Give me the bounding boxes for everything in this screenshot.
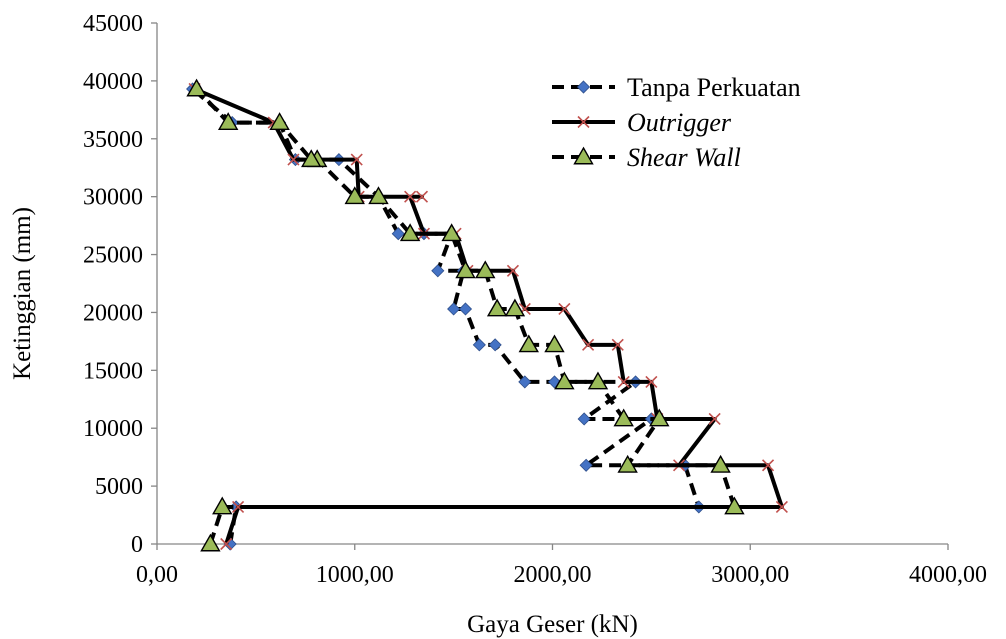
y-tick-label: 15000 <box>83 358 143 384</box>
y-tick-label: 45000 <box>83 11 143 37</box>
data-point <box>212 496 233 515</box>
data-point <box>577 115 590 129</box>
data-point <box>724 496 745 515</box>
data-point <box>486 298 508 317</box>
x-tick-label: 3000,00 <box>711 562 789 588</box>
data-point <box>579 458 593 472</box>
y-tick-label: 30000 <box>83 185 143 211</box>
y-tick-label: 35000 <box>83 127 143 153</box>
data-point <box>447 302 461 316</box>
data-point <box>617 375 630 388</box>
data-point <box>617 454 638 473</box>
data-point <box>458 302 473 316</box>
y-tick-label: 25000 <box>83 243 143 269</box>
data-point <box>472 338 486 352</box>
data-point <box>708 412 721 426</box>
data-point <box>301 149 322 168</box>
data-point <box>441 223 462 242</box>
data-point <box>475 260 496 279</box>
data-point <box>415 190 429 203</box>
legend-item-tanpa-perkuatan: Tanpa Perkuatan <box>552 73 801 102</box>
y-tick-label: 40000 <box>83 69 143 95</box>
data-point <box>504 298 526 317</box>
data-point <box>200 533 221 552</box>
data-point <box>649 408 670 427</box>
data-point <box>488 338 502 352</box>
data-point <box>391 227 405 241</box>
x-tick-label: 4000,00 <box>909 562 987 588</box>
data-point <box>613 408 634 427</box>
legend-label: Outrigger <box>627 108 732 137</box>
series-shear-wall <box>186 78 745 552</box>
data-point <box>232 500 245 514</box>
data-point <box>573 146 594 165</box>
x-tick-label: 0,00 <box>136 562 178 588</box>
data-point <box>587 371 609 390</box>
data-point <box>368 186 389 205</box>
series-line <box>193 87 784 545</box>
x-tick-label: 2000,00 <box>514 562 592 588</box>
legend-label: Tanpa Perkuatan <box>627 73 801 102</box>
y-tick-label: 5000 <box>95 474 143 500</box>
data-point <box>431 264 445 278</box>
data-point <box>582 338 595 351</box>
data-point <box>506 264 520 277</box>
data-point <box>518 334 539 353</box>
axes: 0 5000 10000 15000 20000 25000 30000 35000 40000… <box>83 11 987 588</box>
x-tick-label: 1000,00 <box>316 562 394 588</box>
data-point <box>558 302 571 316</box>
data-point <box>217 112 239 131</box>
legend: Tanpa Perkuatan Outrigger Shear Wall <box>552 73 801 172</box>
data-point <box>554 371 575 390</box>
data-point <box>710 454 731 473</box>
x-axis-title: Gaya Geser (kN) <box>467 611 638 638</box>
data-point <box>544 334 565 353</box>
y-tick-label: 0 <box>131 532 143 558</box>
data-point <box>761 459 775 472</box>
data-point <box>287 153 300 166</box>
legend-label: Shear Wall <box>627 143 741 172</box>
data-point <box>775 500 788 514</box>
data-point <box>455 260 476 279</box>
data-point <box>611 338 624 351</box>
data-point <box>350 153 363 166</box>
data-point <box>518 375 532 389</box>
x-ticks: 0,00 1000,00 2000,00 3000,00 4000,00 <box>136 544 987 588</box>
data-point <box>269 112 290 131</box>
data-point <box>404 190 417 203</box>
data-point <box>645 375 658 388</box>
y-axis-title: Ketinggian (mm) <box>9 207 36 380</box>
data-point <box>344 186 365 205</box>
data-point <box>577 412 591 426</box>
data-point <box>576 80 591 94</box>
data-point <box>186 78 207 97</box>
y-tick-label: 10000 <box>83 416 143 442</box>
data-point <box>220 537 233 551</box>
legend-item-shear-wall: Shear Wall <box>552 143 741 172</box>
data-point <box>399 223 421 242</box>
legend-item-outrigger: Outrigger <box>552 108 732 137</box>
y-tick-label: 20000 <box>83 300 143 326</box>
series-layer <box>186 78 788 552</box>
series-line <box>191 87 701 545</box>
y-ticks: 0 5000 10000 15000 20000 25000 30000 35000 40000… <box>83 11 157 558</box>
